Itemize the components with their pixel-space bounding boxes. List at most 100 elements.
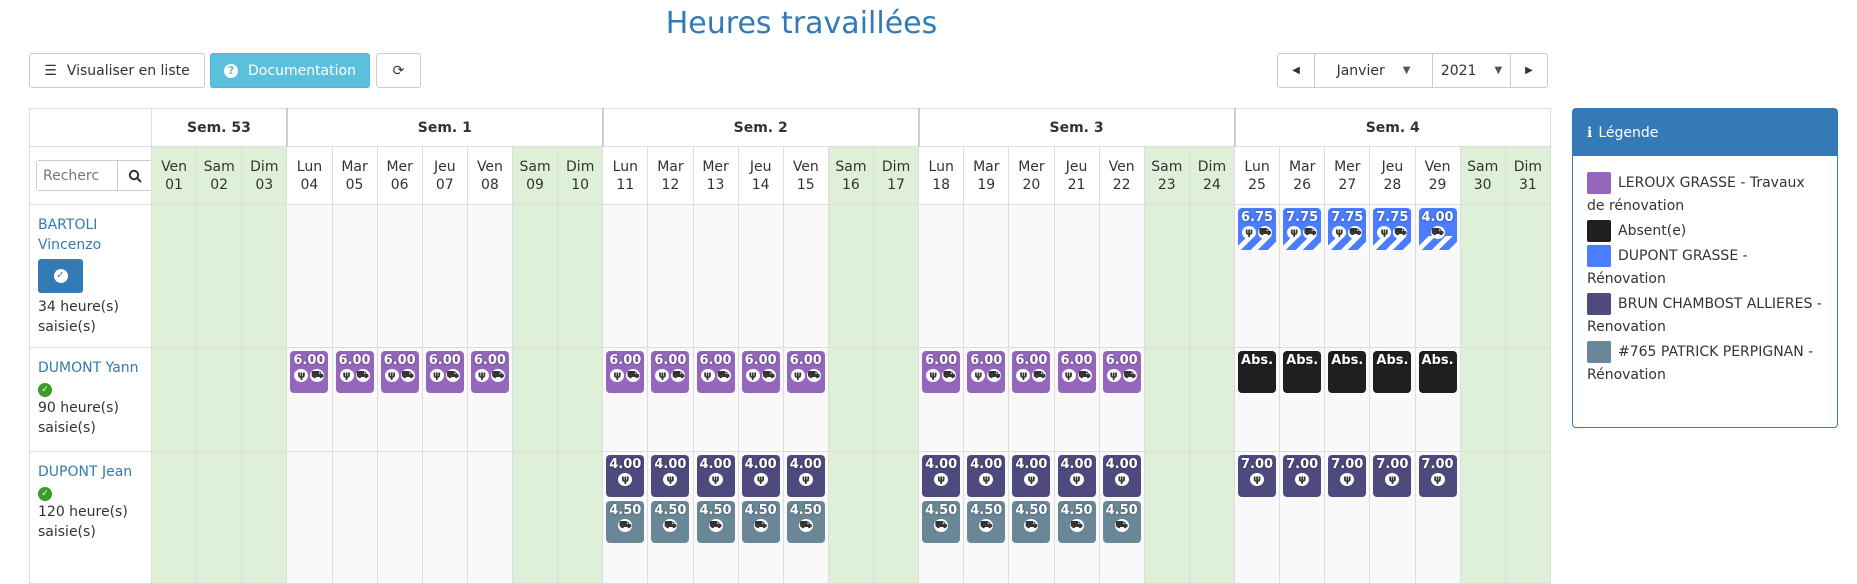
day-cell[interactable]: 7.00 ψ [1279,451,1326,584]
day-cell[interactable]: 7.75 ψ ⛟ [1279,204,1326,348]
day-cell[interactable] [1504,451,1552,584]
day-cell[interactable] [511,451,559,584]
hours-tile[interactable]: 6.00 ψ ⛟ [741,351,780,393]
day-cell[interactable] [1053,204,1100,348]
hours-tile[interactable]: 6.00 ψ ⛟ [922,351,961,393]
day-cell[interactable]: 7.00 ψ [1324,451,1371,584]
hours-tile[interactable]: 4.50 ⛟ [651,501,690,543]
hours-tile[interactable]: 4.00 ψ [606,455,645,497]
day-cell[interactable] [602,204,649,348]
day-cell[interactable] [1143,347,1190,452]
hours-tile[interactable]: 6.00 ψ ⛟ [967,351,1006,393]
hours-tile[interactable]: 4.00 ψ [741,455,780,497]
hours-tile[interactable]: 4.00 ψ [1102,455,1141,497]
day-cell[interactable]: 4.00 ψ 4.50 ⛟ [1053,451,1100,584]
day-cell[interactable] [827,204,875,348]
hours-tile[interactable]: 7.75 ψ ⛟ [1328,208,1367,250]
hours-tile[interactable]: 4.50 ⛟ [786,501,825,543]
day-cell[interactable] [557,347,604,452]
day-cell[interactable]: Abs. [1279,347,1326,452]
documentation-button[interactable]: ? Documentation [210,53,370,88]
day-cell[interactable] [737,204,784,348]
prev-month-button[interactable]: ◀ [1277,53,1315,88]
day-cell[interactable] [1459,347,1506,452]
hours-tile[interactable]: 4.00 ψ [651,455,690,497]
day-cell[interactable] [241,204,288,348]
day-cell[interactable]: 6.00 ψ ⛟ [782,347,829,452]
hours-tile[interactable]: 4.00 ψ [967,455,1006,497]
hours-tile[interactable]: 4.50 ⛟ [1057,501,1096,543]
hours-tile[interactable]: 6.00 ψ ⛟ [696,351,735,393]
hours-tile[interactable]: 4.50 ⛟ [1012,501,1051,543]
day-cell[interactable]: 6.75 ψ ⛟ [1233,204,1281,348]
day-cell[interactable]: 6.00 ψ ⛟ [421,347,468,452]
hours-tile[interactable]: 6.00 ψ ⛟ [335,351,374,393]
day-cell[interactable]: 4.00 ψ 4.50 ⛟ [1008,451,1055,584]
absence-tile[interactable]: Abs. [1418,351,1457,393]
hours-tile[interactable]: 4.50 ⛟ [922,501,961,543]
day-cell[interactable] [827,451,875,584]
day-cell[interactable] [466,451,514,584]
employee-name-link[interactable]: BARTOLI [38,217,98,233]
search-button[interactable] [118,161,151,190]
day-cell[interactable]: 6.00 ψ ⛟ [331,347,378,452]
day-cell[interactable] [872,204,920,348]
employee-name-link[interactable]: Vincenzo [38,237,102,253]
day-cell[interactable] [466,204,514,348]
month-select[interactable]: Janvier ▼ [1314,53,1433,88]
day-cell[interactable] [918,204,965,348]
day-cell[interactable]: Abs. [1369,347,1416,452]
hours-tile[interactable]: 7.00 ψ [1283,455,1322,497]
day-cell[interactable]: 6.00 ψ ⛟ [602,347,649,452]
day-cell[interactable]: Abs. [1233,347,1281,452]
hours-tile[interactable]: 4.00 ψ [696,455,735,497]
absence-tile[interactable]: Abs. [1328,351,1367,393]
employee-name-link[interactable]: DUPONT Jean [38,464,133,480]
hours-tile[interactable]: 4.50 ⛟ [606,501,645,543]
day-cell[interactable] [1504,204,1552,348]
day-cell[interactable] [557,451,604,584]
hours-tile[interactable]: 6.00 ψ ⛟ [290,351,329,393]
hours-tile[interactable]: 7.75 ψ ⛟ [1373,208,1412,250]
hours-tile[interactable]: 4.50 ⛟ [967,501,1006,543]
day-cell[interactable] [1143,204,1190,348]
day-cell[interactable]: 6.00 ψ ⛟ [286,347,333,452]
day-cell[interactable] [872,347,920,452]
day-cell[interactable] [196,204,243,348]
day-cell[interactable] [1143,451,1190,584]
employee-name-link[interactable]: DUMONT Yann [38,360,139,376]
day-cell[interactable]: 7.00 ψ [1233,451,1281,584]
day-cell[interactable] [376,451,423,584]
day-cell[interactable] [376,204,423,348]
day-cell[interactable] [421,204,468,348]
hours-tile[interactable]: 4.50 ⛟ [741,501,780,543]
day-cell[interactable] [241,451,288,584]
validate-button[interactable]: ✓ [38,259,83,293]
day-cell[interactable]: Abs. [1414,347,1461,452]
day-cell[interactable] [963,204,1010,348]
absence-tile[interactable]: Abs. [1283,351,1322,393]
day-cell[interactable]: 6.00 ψ ⛟ [918,347,965,452]
day-cell[interactable]: 7.00 ψ [1414,451,1461,584]
refresh-button[interactable]: ⟳ [376,53,421,88]
day-cell[interactable]: 4.00 ψ 4.50 ⛟ [737,451,784,584]
day-cell[interactable] [1459,204,1506,348]
day-cell[interactable] [331,204,378,348]
day-cell[interactable] [511,347,559,452]
list-view-button[interactable]: ☰ Visualiser en liste [29,53,205,88]
hours-tile[interactable]: 7.00 ψ [1238,455,1277,497]
day-cell[interactable] [1188,204,1236,348]
day-cell[interactable] [286,204,333,348]
day-cell[interactable]: 4.00 ψ 4.50 ⛟ [692,451,739,584]
hours-tile[interactable]: 7.00 ψ [1328,455,1367,497]
day-cell[interactable] [1008,204,1055,348]
day-cell[interactable]: 4.00 ψ 4.50 ⛟ [918,451,965,584]
next-month-button[interactable]: ▶ [1510,53,1548,88]
hours-tile[interactable]: 7.00 ψ [1418,455,1457,497]
hours-tile[interactable]: 7.75 ψ ⛟ [1283,208,1322,250]
day-cell[interactable]: 4.00 ⛟ [1414,204,1461,348]
hours-tile[interactable]: 4.00 ψ [1012,455,1051,497]
day-cell[interactable] [196,451,243,584]
day-cell[interactable]: 6.00 ψ ⛟ [737,347,784,452]
day-cell[interactable] [150,451,198,584]
